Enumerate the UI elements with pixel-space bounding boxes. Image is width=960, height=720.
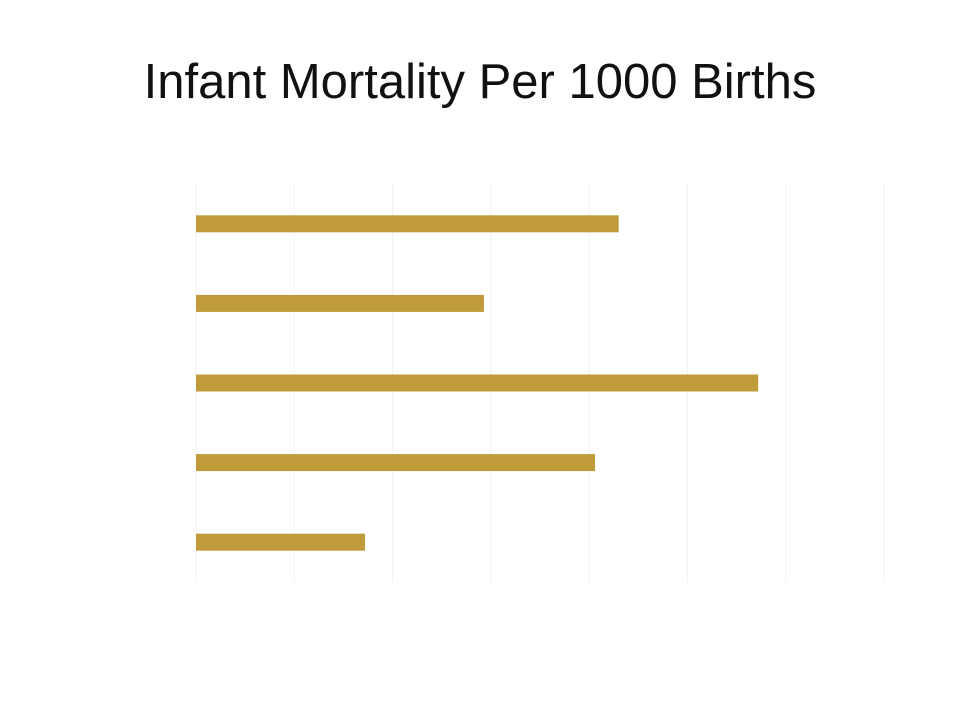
bar-2 (196, 294, 484, 312)
chart-title: Infant Mortality Per 1000 Births (143, 55, 817, 109)
bar-5 (196, 533, 366, 551)
bars (196, 215, 759, 551)
bar-4 (196, 454, 596, 472)
bar-3 (196, 374, 759, 392)
bar-1 (196, 215, 619, 233)
